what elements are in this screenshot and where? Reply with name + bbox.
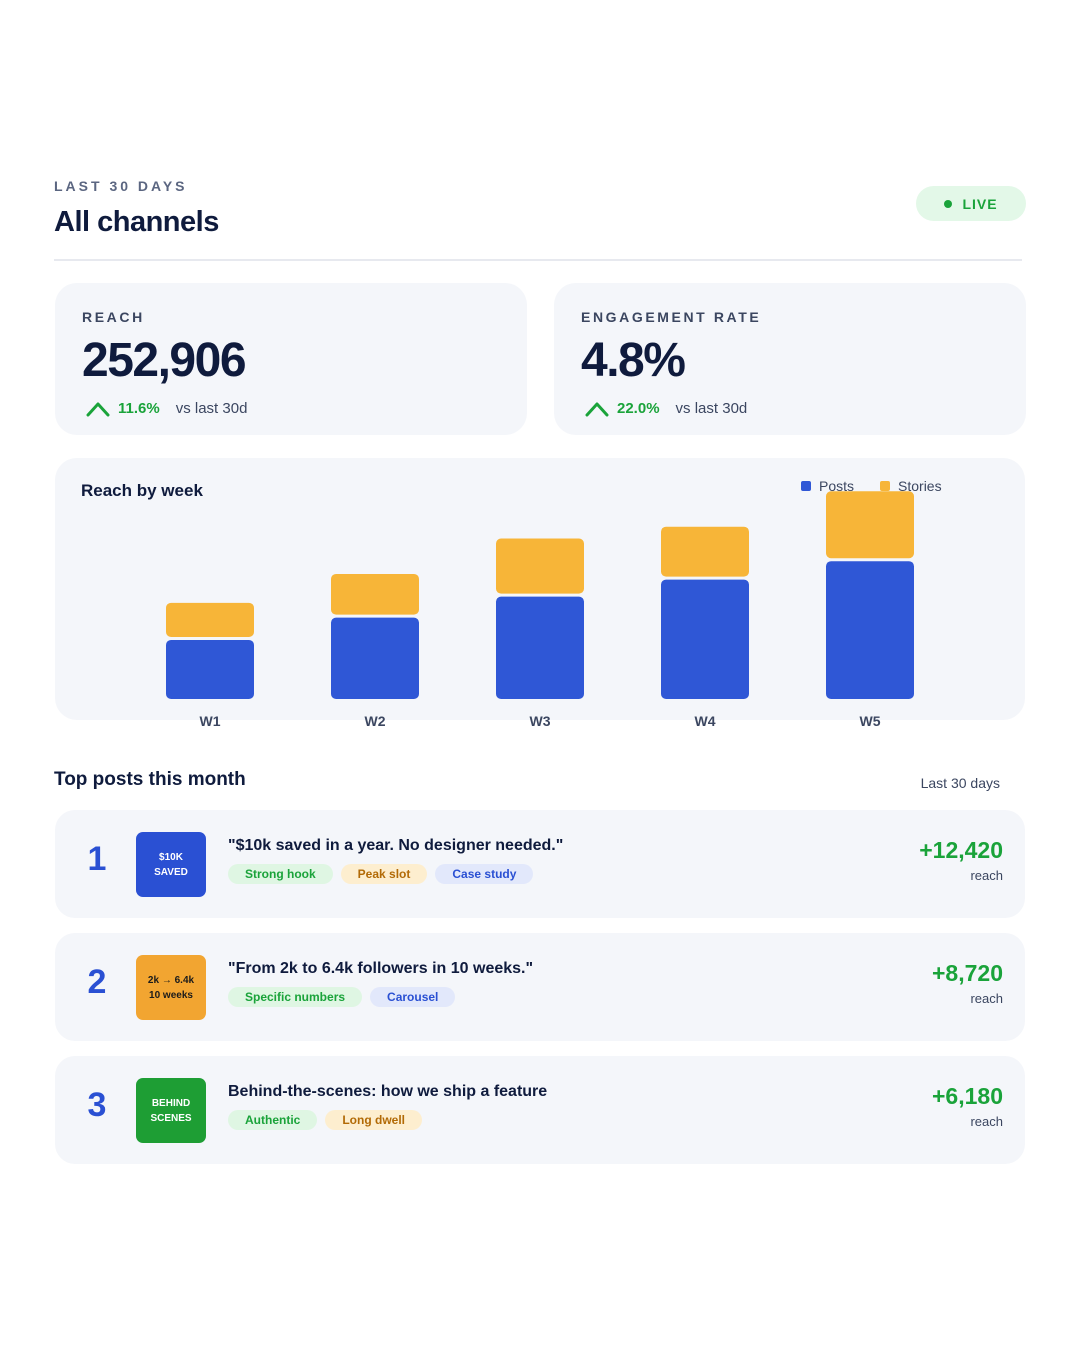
post-tags: Authentic Long dwell [228,1110,423,1130]
top-posts-title: Top posts this month [54,769,246,790]
kpi-delta: 11.6% vs last 30d [82,400,500,418]
x-tick-label: W3 [530,713,551,729]
live-label: LIVE [962,195,998,212]
thumbnail-text: BEHIND SCENES [150,1097,192,1124]
thumbnail-text: 2k → 6.4k 10 weeks [147,974,195,1001]
post-rank: 1 [87,840,107,878]
post-thumbnail: $10K SAVED [136,832,206,897]
post-reach-value: +8,720 [932,960,1003,986]
post-reach-unit: reach [970,868,1003,883]
page-header: LAST 30 DAYS All channels LIVE [54,178,1026,262]
bar-posts-w1 [166,639,254,699]
bar-posts-w5 [826,561,914,699]
legend-swatch-posts [801,481,811,491]
post-title: Behind-the-scenes: how we ship a feature [228,1083,548,1100]
legend-item-posts: Posts [801,478,854,494]
legend-item-stories: Stories [880,478,942,494]
post-reach-unit: reach [970,991,1003,1006]
live-badge: LIVE [916,186,1026,221]
post-rank: 3 [87,1086,107,1124]
bar-stories-w5 [826,491,914,559]
x-tick-label: W5 [860,713,881,729]
post-tag: Authentic [228,1110,318,1130]
post-tag: Strong hook [228,864,333,884]
post-thumbnail: 2k → 6.4k 10 weeks [136,955,206,1020]
post-row[interactable]: 1 $10K SAVED "$10k saved in a year. No d… [55,810,1025,918]
bar-posts-w3 [496,596,584,699]
post-row[interactable]: 3 BEHIND SCENES Behind-the-scenes: how w… [55,1056,1025,1164]
kpi-label: REACH [82,309,145,325]
kpi-value: 4.8% [581,334,686,387]
post-reach-unit: reach [970,1114,1003,1129]
trend-up-icon [585,402,609,417]
post-thumbnail: BEHIND SCENES [136,1078,206,1143]
post-title: "From 2k to 6.4k followers in 10 weeks." [228,960,534,977]
kpi-value: 252,906 [82,334,247,387]
post-reach-value: +6,180 [932,1083,1003,1109]
kpi-card-engagement: ENGAGEMENT RATE 4.8% 22.0% vs last 30d [554,283,1026,435]
kpi-delta-percent: 22.0% [617,400,660,418]
kpi-delta-caption: vs last 30d [675,400,748,418]
bar-stories-w1 [166,602,254,637]
kpi-delta: 22.0% vs last 30d [581,400,999,418]
legend-label: Stories [898,478,942,494]
post-tag: Long dwell [325,1110,423,1130]
bar-stories-w3 [496,538,584,594]
page-title: All channels [54,206,219,238]
reach-bar-chart: W1 W2 W3 W4 W5 [166,491,914,729]
bar-posts-w2 [331,617,419,699]
bar-stories-w4 [661,526,749,577]
legend-swatch-stories [880,481,891,491]
top-posts-period: Last 30 days [920,775,1000,791]
x-tick-label: W1 [200,713,221,729]
post-tags: Specific numbers Carousel [228,987,456,1007]
post-tags: Strong hook Peak slot Case study [228,864,534,884]
legend-label: Posts [819,478,855,494]
post-tag: Carousel [370,987,456,1007]
x-tick-label: W4 [695,713,716,729]
kpi-delta-caption: vs last 30d [175,400,248,418]
bar-stories-w2 [331,573,419,615]
live-dot-icon [944,199,953,208]
kpi-label: ENGAGEMENT RATE [581,309,762,325]
bar-posts-w4 [661,579,749,699]
post-rank: 2 [87,963,107,1001]
chart-legend: Posts Stories [801,478,942,494]
thumbnail-text: $10K SAVED [154,851,188,878]
post-reach-value: +12,420 [919,837,1003,863]
post-tag: Specific numbers [228,987,363,1007]
trend-up-icon [86,402,110,417]
post-tag: Case study [435,864,534,884]
chart-title: Reach by week [81,481,203,500]
period-eyebrow: LAST 30 DAYS [54,178,188,194]
kpi-card-reach: REACH 252,906 11.6% vs last 30d [55,283,527,435]
x-tick-label: W2 [365,713,386,729]
post-row[interactable]: 2 2k → 6.4k 10 weeks "From 2k to 6.4k fo… [55,933,1025,1041]
post-title: "$10k saved in a year. No designer neede… [228,837,564,854]
kpi-delta-percent: 11.6% [118,400,160,418]
header-divider [54,259,1022,261]
post-tag: Peak slot [340,864,428,884]
